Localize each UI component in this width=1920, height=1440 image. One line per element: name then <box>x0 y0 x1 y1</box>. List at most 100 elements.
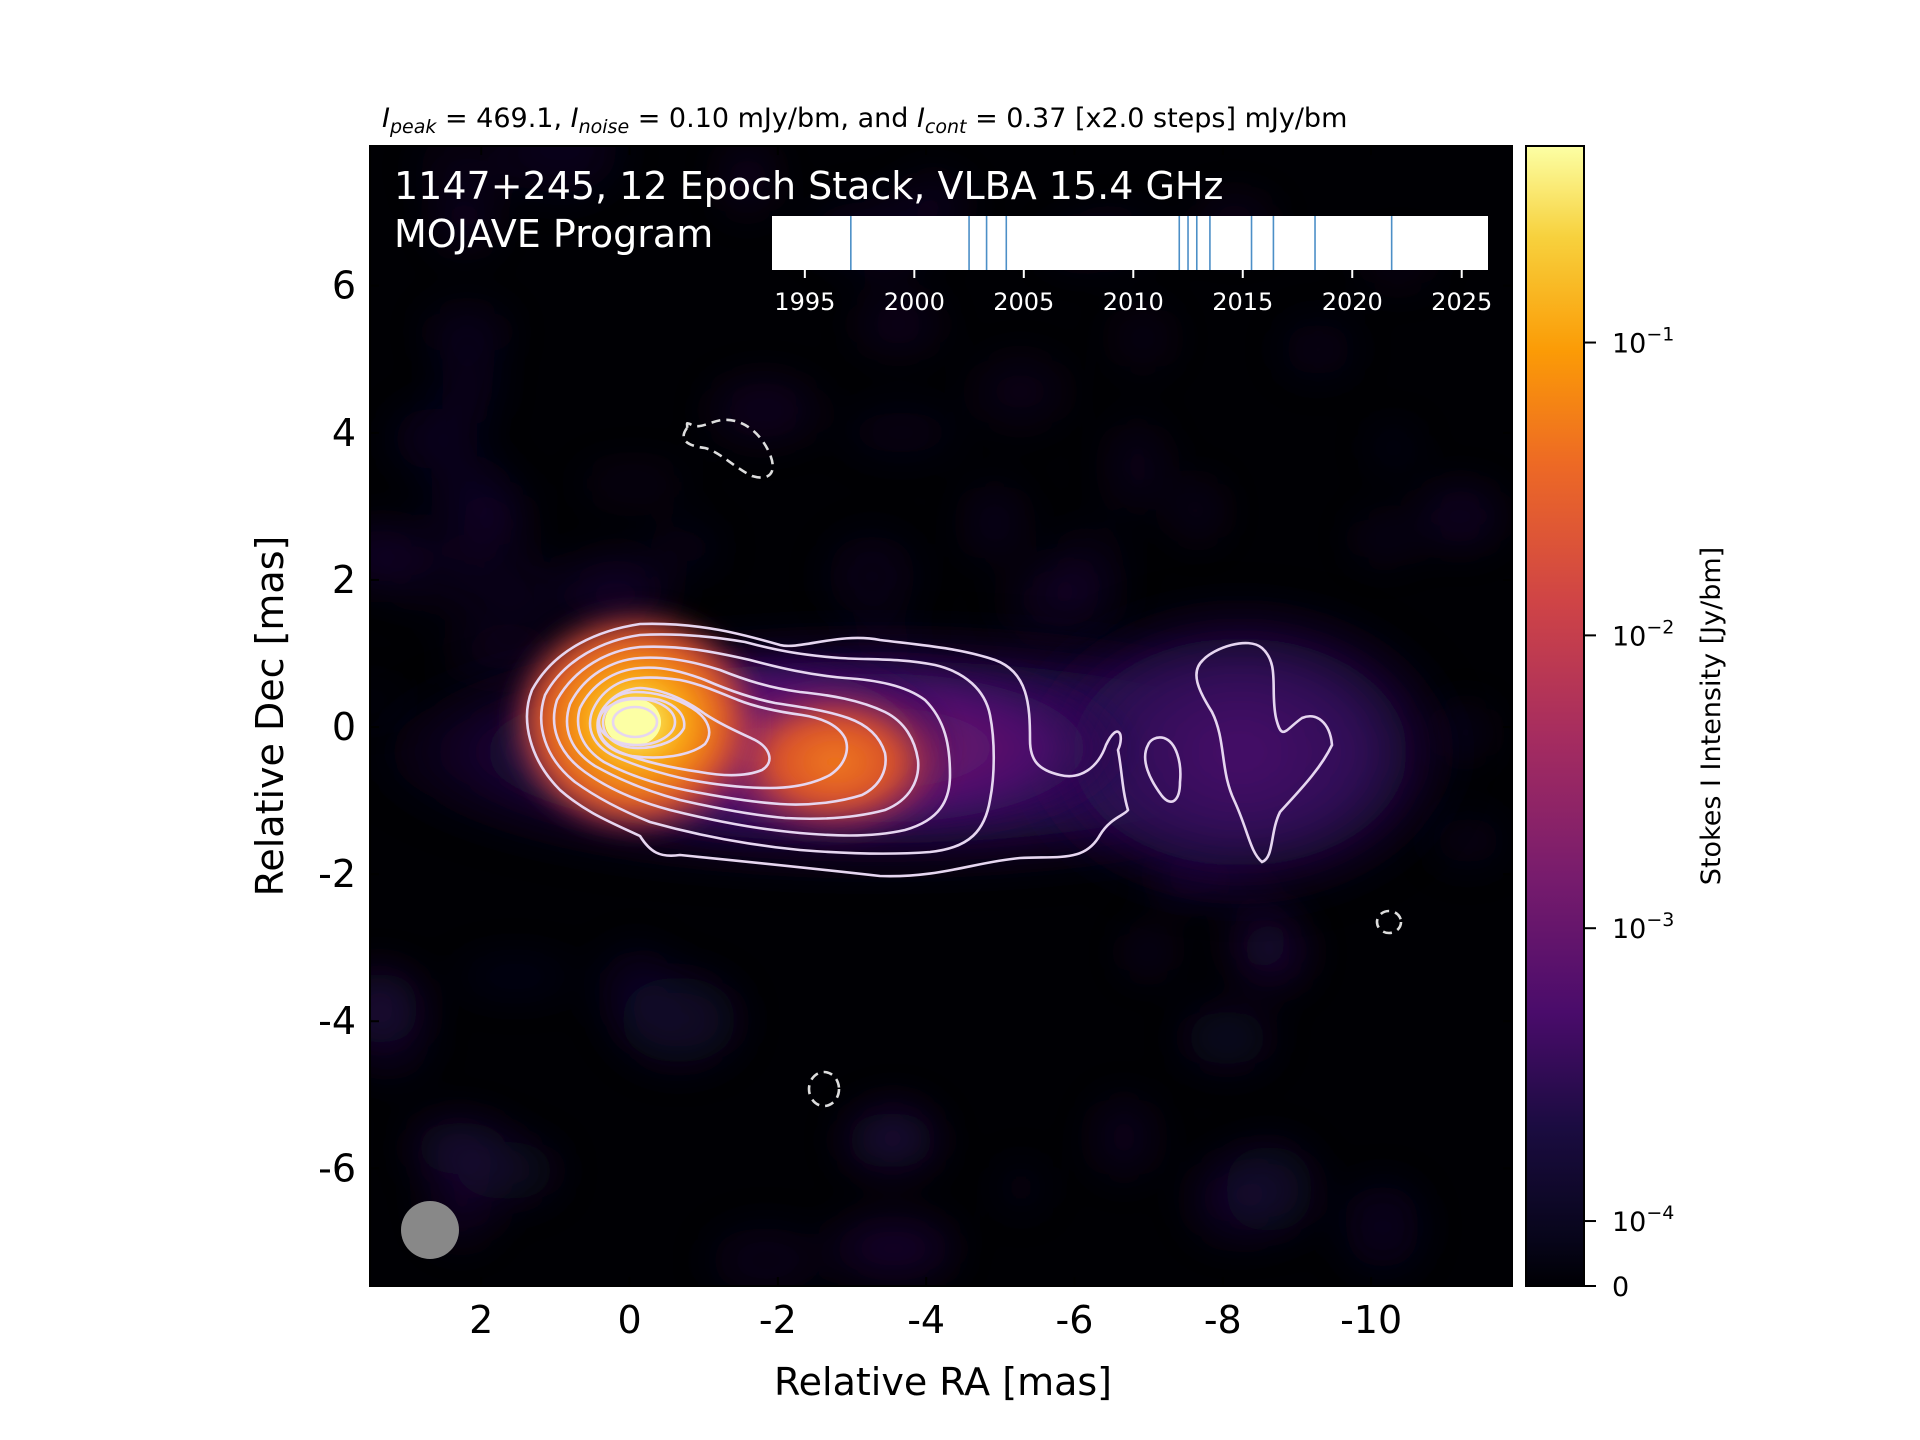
noise-patch <box>973 357 1067 426</box>
y-tick-label: -6 <box>318 1146 356 1190</box>
contour-level-3 <box>552 645 952 837</box>
noise-patch <box>436 200 494 248</box>
noise-patch <box>724 146 771 214</box>
contour-level-2 <box>539 633 996 856</box>
y-tick-label: 6 <box>332 264 356 308</box>
beam-ellipse <box>401 1201 459 1259</box>
noise-patch <box>577 465 689 502</box>
map-title: 1147+245, 12 Epoch Stack, VLBA 15.4 GHz <box>394 164 1223 208</box>
noise-patch <box>1282 322 1354 376</box>
noise-patch <box>1127 930 1169 974</box>
noise-patch <box>650 529 720 567</box>
negative-contour-south <box>807 1070 841 1108</box>
noise-patch <box>474 493 524 547</box>
noise-patch <box>425 310 509 354</box>
noise-patch <box>602 948 670 1031</box>
noise-patch <box>1109 422 1165 510</box>
negative-contours <box>682 418 1403 1108</box>
timeline-tick-label: 2015 <box>1212 288 1273 316</box>
noise-patch <box>370 1007 429 1078</box>
epoch-lines <box>850 216 1393 270</box>
colorbar-label: Stokes I Intensity [Jy/bm] <box>1696 547 1727 885</box>
noise-patch <box>1000 1164 1042 1211</box>
y-tick-label: 0 <box>332 705 356 749</box>
x-tick-label: -2 <box>759 1298 797 1342</box>
y-axis-label: Relative Dec [mas] <box>248 536 292 897</box>
colorbar-tick-label: 0 <box>1612 1272 1629 1303</box>
noise-patch <box>1353 517 1416 561</box>
noise-patch <box>457 961 574 992</box>
y-tick-label: -4 <box>318 999 356 1043</box>
noise-patch <box>827 534 917 618</box>
timeline-axis: 1995 2000 2005 2010 2015 2020 2025 <box>774 270 1492 316</box>
x-tick-label: -8 <box>1204 1298 1242 1342</box>
colorbar-ticks: 10−1 10−2 10−3 10−4 0 <box>1584 324 1674 1303</box>
y-tick-label: 2 <box>332 558 356 602</box>
noise-patch <box>845 410 957 455</box>
x-axis-label: Relative RA [mas] <box>774 1360 1112 1404</box>
noise-patch <box>1056 526 1124 611</box>
noise-patch <box>1231 900 1290 972</box>
x-tick-label: 2 <box>469 1298 493 1342</box>
colorbar-tick-label: 10−2 <box>1612 616 1674 652</box>
noise-patch <box>1345 1184 1421 1270</box>
colorbar-gradient <box>1525 145 1585 1287</box>
noise-patch <box>503 146 619 194</box>
colorbar-tick-label: 10−4 <box>1612 1202 1674 1238</box>
y-tick-label: 4 <box>332 411 356 455</box>
timeline-tick-label: 2000 <box>884 288 945 316</box>
noise-patch <box>871 1104 921 1162</box>
contour-level-11 <box>611 705 659 739</box>
intensity-map <box>370 146 1512 1286</box>
outer-jet-glow <box>1020 602 1460 902</box>
inner-knot <box>715 682 955 842</box>
timeline-tick-label: 1995 <box>774 288 835 316</box>
noise-patch <box>419 146 508 209</box>
noise-patch <box>454 554 569 628</box>
x-tick-label: 0 <box>617 1298 641 1342</box>
contour-level-4 <box>565 656 920 821</box>
noise-patch <box>709 1227 823 1286</box>
noise-patch <box>1190 1160 1272 1240</box>
y-tick-label: -2 <box>318 852 356 896</box>
negative-contour-east <box>1375 909 1403 935</box>
x-tick-label: -6 <box>1056 1298 1094 1342</box>
contour-level-10 <box>597 697 677 747</box>
negative-contour-north <box>682 418 774 479</box>
noise-patch <box>1176 481 1220 540</box>
noise-patch <box>1421 487 1501 546</box>
contour-set <box>525 622 1334 878</box>
contour-outer-jet <box>1195 641 1334 864</box>
timeline-tick-label: 2005 <box>993 288 1054 316</box>
timeline-tick-label: 2025 <box>1431 288 1492 316</box>
epoch-timeline-box <box>772 216 1488 270</box>
colorbar-tick-label: 10−3 <box>1612 909 1674 945</box>
contour-level-6 <box>588 676 849 790</box>
x-axis: 2 0 -2 -4 -6 -8 -10 <box>469 146 1402 1342</box>
noise-patch <box>833 1221 954 1275</box>
noise-patch <box>457 1141 558 1200</box>
noise-patch <box>442 350 495 422</box>
noise-patch <box>1372 428 1415 467</box>
image-stats-line: Ipeak = 469.1, Inoise = 0.10 mJy/bm, and… <box>382 103 1347 138</box>
noise-patch <box>1093 1098 1155 1177</box>
map-subtitle: MOJAVE Program <box>394 212 713 256</box>
noise-patch <box>1184 1010 1270 1066</box>
y-axis: 6 4 2 0 -2 -4 -6 <box>318 264 1512 1190</box>
contour-level-9 <box>601 696 686 750</box>
timeline-tick-label: 2020 <box>1322 288 1383 316</box>
colorbar: 10−1 10−2 10−3 10−4 0 Stokes I Intensity [Jy… <box>1525 145 1727 1303</box>
noise-patch <box>392 408 478 469</box>
contour-level-1 <box>525 622 1130 878</box>
contour-level-5 <box>576 666 887 806</box>
map-frame <box>369 145 1513 1287</box>
noise-patch <box>1433 816 1504 865</box>
noise-patch <box>967 485 1022 560</box>
noise-patch <box>1114 308 1173 369</box>
noise-patch <box>711 381 817 439</box>
x-tick-label: -10 <box>1340 1298 1402 1342</box>
epoch-timeline: 1995 2000 2005 2010 2015 2020 2025 <box>772 216 1492 316</box>
contour-blob <box>1143 736 1182 803</box>
x-tick-label: -4 <box>907 1298 945 1342</box>
